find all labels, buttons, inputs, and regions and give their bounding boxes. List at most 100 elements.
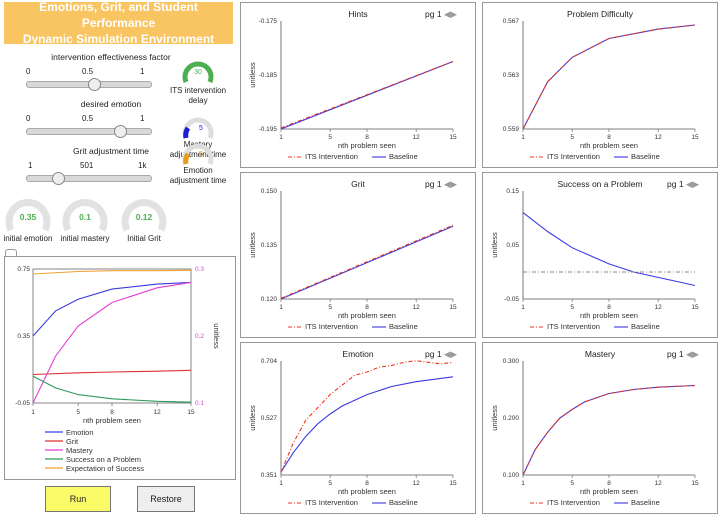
x-tick-label: 1 (279, 304, 283, 311)
page-prev-icon[interactable]: ◀ (683, 179, 693, 189)
baseline-line (280, 376, 454, 473)
legend-baseline-label: Baseline (389, 322, 418, 331)
emotion-chart-panel: Emotion pg 1 ◀▶ 1 5 8 12 15 0.704 0.527 0.351 nth … (240, 342, 476, 514)
x-axis-label: nth problem seen (338, 141, 396, 150)
y-axis-label-right: unitless (212, 323, 221, 349)
its-intervention-line (522, 24, 696, 130)
slider-tick-max: 1 (140, 67, 145, 76)
x-tick-label: 8 (365, 304, 369, 311)
emotion-adjustment-label-line2: adjustment time (169, 176, 227, 185)
initial-mastery-gauge[interactable]: 0.1 (61, 194, 109, 234)
difficulty-chart-panel: Problem Difficulty 1 5 8 12 15 0.567 0.563 0.559… (482, 2, 718, 168)
x-tick-label: 15 (449, 304, 457, 311)
y-tick-label-right: 0.2 (195, 333, 204, 340)
main-chart-tab[interactable] (5, 249, 17, 258)
page-label: pg 1 (667, 349, 684, 359)
grit-adjustment-slider-handle[interactable] (52, 172, 65, 185)
series-line-3 (32, 375, 192, 403)
x-tick-label: 12 (413, 480, 421, 487)
app-title-line1: Emotions, Grit, and Student Performance (39, 0, 198, 30)
y-tick-label: 0.150 (261, 188, 278, 195)
page-prev-icon[interactable]: ◀ (441, 9, 451, 19)
page-next-icon[interactable]: ▶ (450, 179, 457, 189)
x-tick-label: 1 (279, 480, 283, 487)
x-tick-label: 1 (521, 480, 525, 487)
mastery-adjustment-label-line2: adjustment time (169, 150, 227, 159)
initial-grit-gauge[interactable]: 0.12 (120, 194, 168, 234)
legend-label-2: Mastery (66, 446, 93, 455)
emotion-adjustment-value: 5 (199, 151, 203, 158)
success-chart-panel: Success on a Problem pg 1 ◀▶ 1 5 8 12 15 0.15 0.… (482, 172, 718, 338)
page-prev-icon[interactable]: ◀ (441, 349, 451, 359)
page-indicator: pg 1 ◀▶ (425, 9, 457, 20)
y-axis-label: unitless (248, 405, 257, 431)
run-button[interactable]: Run (45, 486, 111, 512)
y-axis-label: unitless (248, 232, 257, 258)
page-indicator: pg 1 ◀▶ (667, 179, 699, 190)
its-intervention-line (280, 360, 454, 473)
y-tick-label: -0.05 (504, 296, 519, 303)
legend-label-1: Grit (66, 437, 79, 446)
x-tick-label: 8 (110, 409, 114, 416)
page-next-icon[interactable]: ▶ (692, 349, 699, 359)
hints-chart-title: Hints (348, 9, 368, 19)
desired-emotion-slider-handle[interactable] (114, 125, 127, 138)
page-next-icon[interactable]: ▶ (692, 179, 699, 189)
desired-emotion-slider[interactable] (26, 128, 152, 135)
x-axis-label: nth problem seen (580, 141, 638, 150)
page-indicator: pg 1 ◀▶ (425, 179, 457, 190)
page-prev-icon[interactable]: ◀ (441, 179, 451, 189)
y-tick-label: 0.563 (503, 72, 520, 79)
x-tick-label: 15 (691, 480, 699, 487)
x-axis-label: nth problem seen (580, 311, 638, 320)
restore-button[interactable]: Restore (137, 486, 195, 512)
legend-its-label: ITS Intervention (305, 152, 358, 161)
x-tick-label: 15 (449, 480, 457, 487)
mastery-adjustment-gauge[interactable]: 5 (180, 112, 216, 142)
slider-tick-min: 1 (28, 161, 33, 170)
y-axis-label: unitless (490, 405, 499, 431)
y-tick-label: 0.559 (503, 126, 520, 133)
its-delay-gauge[interactable]: 30 (180, 56, 216, 86)
hints-chart-panel: Hints pg 1 ◀▶ 1 5 8 12 15 -0.175 -0.185 -0.195 nth… (240, 2, 476, 168)
initial-emotion-gauge[interactable]: 0.35 (4, 194, 52, 234)
emotion-chart-title: Emotion (342, 349, 374, 359)
page-next-icon[interactable]: ▶ (450, 349, 457, 359)
page-next-icon[interactable]: ▶ (450, 9, 457, 19)
x-axis-label: nth problem seen (338, 311, 396, 320)
x-tick-label: 12 (655, 480, 663, 487)
x-tick-label: 5 (570, 304, 574, 311)
emotion-adjustment-gauge[interactable]: 5 (180, 138, 216, 168)
mastery-adjustment-value: 5 (199, 125, 203, 132)
initial-mastery-label: initial mastery (60, 234, 110, 243)
grit-chart-title: Grit (351, 179, 365, 189)
slider-tick-max: 1k (138, 161, 147, 170)
emotion-adjustment-label: Emotion adjustment time (160, 166, 236, 186)
slider-label-intervention: intervention effectiveness factor (51, 52, 171, 62)
slider-tick-mid: 0.5 (82, 114, 94, 123)
x-tick-label: 5 (570, 480, 574, 487)
y-tick-label: 0.15 (506, 188, 519, 195)
emotion-adjustment-label-line1: Emotion (183, 166, 213, 175)
y-tick-label: 0.135 (261, 242, 278, 249)
y-tick-label: 0.120 (261, 296, 278, 303)
its-intervention-line (280, 224, 454, 299)
y-tick-label-left: 0.35 (17, 333, 30, 340)
x-tick-label: 12 (655, 134, 663, 141)
page-prev-icon[interactable]: ◀ (683, 349, 693, 359)
y-tick-label: -0.185 (259, 72, 278, 79)
intervention-slider-handle[interactable] (88, 78, 101, 91)
page-indicator: pg 1 ◀▶ (425, 349, 457, 360)
page-label: pg 1 (425, 349, 442, 359)
legend-its-label: ITS Intervention (547, 322, 600, 331)
mastery-chart-title: Mastery (584, 349, 616, 359)
grit-adjustment-slider[interactable] (26, 175, 152, 182)
series-line-0 (32, 281, 192, 337)
x-tick-label: 5 (570, 134, 574, 141)
y-tick-label-right: 0.3 (195, 266, 204, 273)
x-tick-label: 5 (328, 134, 332, 141)
